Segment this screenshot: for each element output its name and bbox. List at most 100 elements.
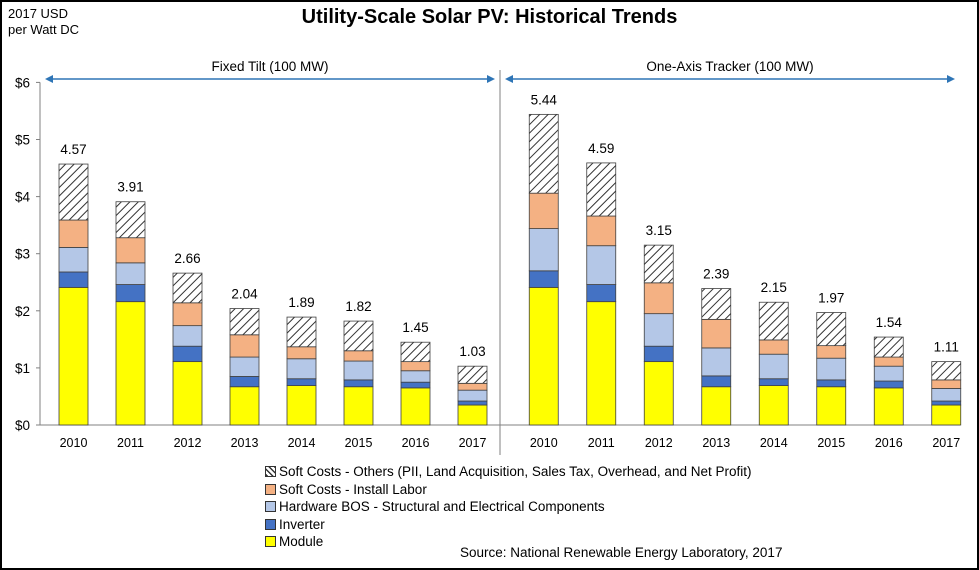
bar-segment-inverter <box>457 400 488 406</box>
bar-segment-hardware-bos <box>58 247 89 273</box>
bar-segment-soft-others <box>873 336 904 358</box>
bar-segment-hardware-bos <box>701 347 732 377</box>
x-tick-label: 2016 <box>402 436 430 450</box>
y-tick-label: $1 <box>15 361 30 376</box>
bar-segment-install-labor <box>931 379 962 389</box>
bar-segment-soft-others <box>457 365 488 384</box>
bar-segment-inverter <box>586 284 617 303</box>
bar-segment-soft-others <box>115 201 146 239</box>
bar-segment-install-labor <box>816 345 847 359</box>
legend-swatch-module <box>265 536 276 548</box>
arrow-head-right <box>947 75 955 83</box>
bar-segment-inverter <box>816 379 847 388</box>
y-tick-label: $6 <box>15 75 30 90</box>
bar-segment-hardware-bos <box>343 360 374 381</box>
bar-segment-hardware-bos <box>873 365 904 382</box>
bar-segment-soft-others <box>286 316 317 348</box>
bar-segment-soft-others <box>586 162 617 217</box>
bar-segment-install-labor <box>457 382 488 391</box>
bar-segment-module <box>343 386 374 426</box>
source-note: Source: National Renewable Energy Labora… <box>460 545 783 560</box>
bar-total-label: 1.97 <box>818 291 844 306</box>
bar-segment-soft-others <box>58 163 89 221</box>
y-tick-label: $4 <box>15 190 31 205</box>
bar-segment-module <box>528 286 559 426</box>
bar-segment-module <box>229 386 260 426</box>
bar-segment-module <box>701 386 732 426</box>
y-tick-label: $0 <box>15 418 30 433</box>
legend: Soft Costs - Others (PII, Land Acquisiti… <box>265 463 751 551</box>
bar-segment-hardware-bos <box>643 313 674 347</box>
bar-segment-module <box>172 361 203 426</box>
arrow-head-left <box>505 75 513 83</box>
bar-segment-soft-others <box>172 272 203 304</box>
bar-segment-module <box>58 286 89 426</box>
bar-segment-inverter <box>528 270 559 288</box>
bar-segment-hardware-bos <box>457 389 488 402</box>
bar-segment-module <box>643 361 674 426</box>
bar-segment-soft-others <box>400 341 431 363</box>
bar-segment-install-labor <box>229 334 260 358</box>
bar-segment-inverter <box>172 345 203 363</box>
bar-segment-soft-others <box>758 301 789 341</box>
bar-segment-module <box>286 385 317 426</box>
bar-segment-inverter <box>400 381 431 389</box>
x-tick-label: 2016 <box>875 436 903 450</box>
bar-segment-inverter <box>701 375 732 388</box>
legend-item-inverter: Inverter <box>265 516 751 534</box>
bar-segment-soft-others <box>528 113 559 194</box>
bar-segment-hardware-bos <box>586 245 617 285</box>
legend-item-install-labor: Soft Costs - Install Labor <box>265 481 751 499</box>
x-tick-label: 2017 <box>459 436 487 450</box>
x-tick-label: 2010 <box>60 436 88 450</box>
bar-segment-soft-others <box>931 361 962 381</box>
x-tick-label: 2015 <box>817 436 845 450</box>
bar-segment-hardware-bos <box>400 370 431 383</box>
bar-segment-inverter <box>58 271 89 288</box>
y-tick-label: $2 <box>15 304 30 319</box>
bar-segment-inverter <box>931 400 962 406</box>
bar-segment-install-labor <box>701 318 732 349</box>
legend-label: Soft Costs - Install Labor <box>279 481 427 497</box>
x-tick-label: 2014 <box>288 436 316 450</box>
legend-swatch-hardware-bos <box>265 501 276 513</box>
bar-segment-soft-others <box>343 320 374 352</box>
bar-segment-install-labor <box>58 219 89 248</box>
units-line-1: 2017 USD <box>8 6 68 21</box>
bar-segment-module <box>457 404 488 426</box>
bar-segment-install-labor <box>286 346 317 360</box>
bar-segment-inverter <box>873 380 904 389</box>
legend-swatch-install-labor <box>265 483 276 495</box>
bar-segment-hardware-bos <box>115 262 146 285</box>
bar-total-label: 1.03 <box>459 344 485 359</box>
x-tick-label: 2010 <box>530 436 558 450</box>
legend-label: Module <box>279 534 324 550</box>
bar-total-label: 1.45 <box>402 320 428 335</box>
bar-segment-inverter <box>229 376 260 388</box>
bar-segment-module <box>400 387 431 426</box>
bar-total-label: 2.15 <box>761 280 787 295</box>
bar-segment-install-labor <box>758 339 789 355</box>
arrow-head-left <box>45 75 53 83</box>
bar-total-label: 1.54 <box>876 315 903 330</box>
legend-item-soft-others: Soft Costs - Others (PII, Land Acquisiti… <box>265 463 751 481</box>
bar-total-label: 1.82 <box>345 299 371 314</box>
bar-segment-inverter <box>115 284 146 303</box>
bar-segment-inverter <box>758 378 789 387</box>
bar-total-label: 3.15 <box>646 223 672 238</box>
x-tick-label: 2014 <box>760 436 788 450</box>
bar-segment-hardware-bos <box>816 357 847 381</box>
bar-segment-hardware-bos <box>931 388 962 402</box>
bar-segment-install-labor <box>343 350 374 362</box>
bar-segment-hardware-bos <box>286 358 317 380</box>
legend-label: Soft Costs - Others (PII, Land Acquisiti… <box>279 464 752 480</box>
bar-segment-inverter <box>643 345 674 363</box>
bar-segment-install-labor <box>586 215 617 247</box>
bar-segment-install-labor <box>528 192 559 229</box>
bar-segment-module <box>115 301 146 426</box>
legend-label: Inverter <box>279 516 325 532</box>
bar-total-label: 5.44 <box>531 92 558 107</box>
y-tick-label: $5 <box>15 133 30 148</box>
